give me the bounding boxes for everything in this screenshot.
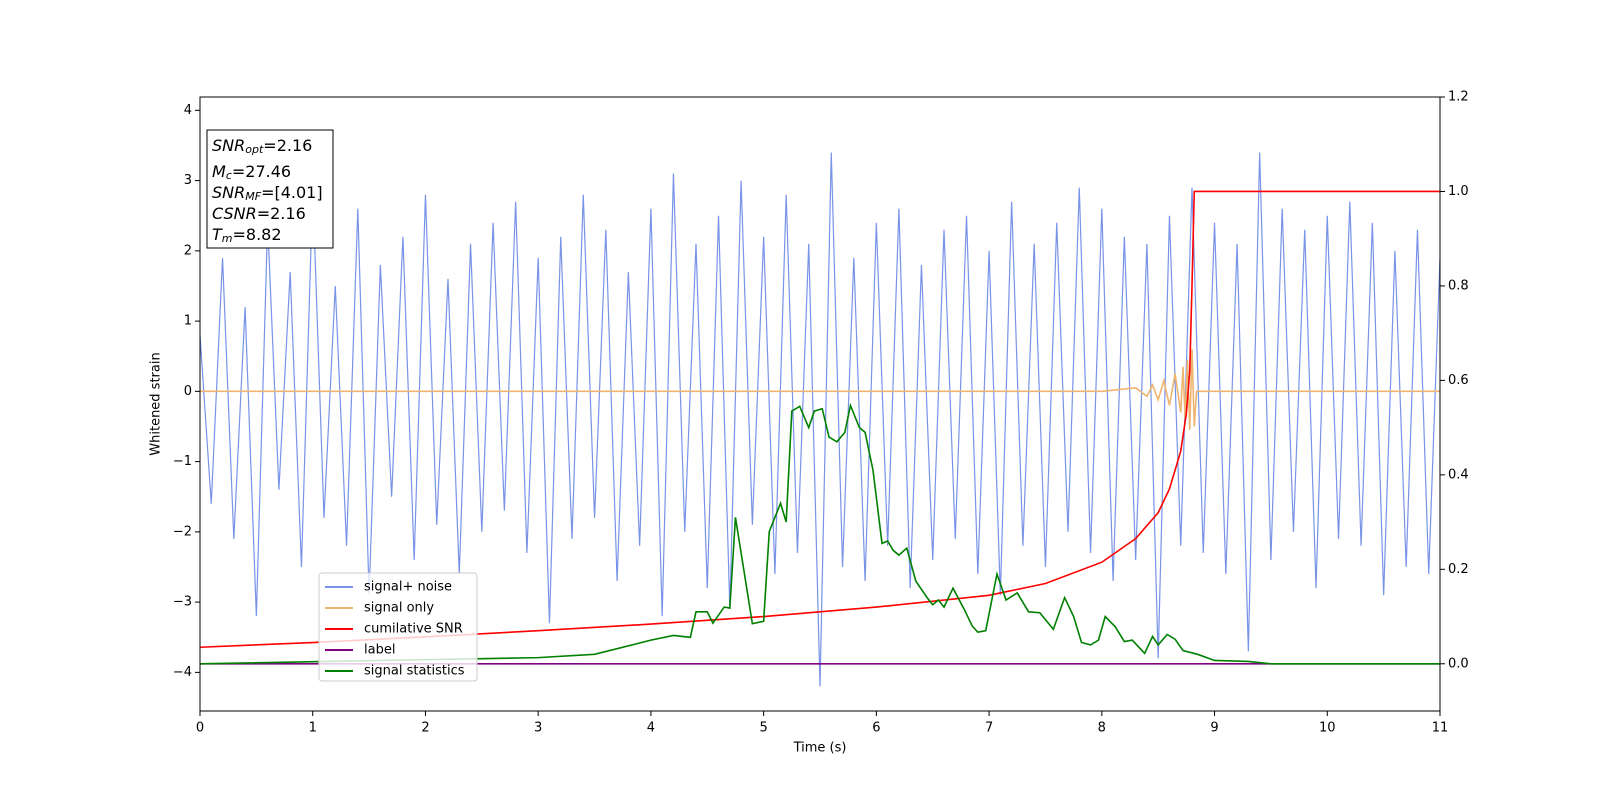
legend: signal+ noise signal only cumilative SNR la… [318,572,478,682]
legend-label: signal only [364,601,434,616]
series-line [200,402,1440,665]
annotation-rest: =8.82 [233,225,282,244]
y2-tick-label: 0.6 [1448,373,1469,388]
x-tick-label: 4 [647,721,655,736]
legend-label: cumilative SNR [364,622,463,637]
x-tick-label: 8 [1098,721,1106,736]
y-tick-label: −3 [173,595,192,610]
y-tick-label: 3 [184,173,192,188]
annotation: SNRopt=2.16 [212,136,312,157]
annotation-base: SNR [212,183,245,202]
legend-label: signal statistics [364,664,465,679]
annotation-base: M [212,162,226,181]
y2-tick-label: 1.2 [1448,90,1469,105]
x-axis-label: Time (s) [793,741,847,756]
annotation-base: T [212,225,223,244]
annotation-box: SNRopt=2.16Mc=27.46SNRMF=[4.01]CSNR=2.16… [206,129,334,249]
annotation-frame [206,129,334,249]
x-tick-label: 6 [872,721,880,736]
plot-frame [199,96,1441,712]
annotation: CSNR=2.16 [212,204,306,223]
x-tick-label: 1 [309,721,317,736]
series-line [200,190,1440,649]
legend-label: label [364,643,395,658]
annotation-sub: c [226,169,232,182]
annotation-rest: =[4.01] [261,183,323,202]
x-tick-label: 9 [1210,721,1218,736]
series-line [200,349,1440,431]
annotation-rest: =2.16 [257,204,306,223]
y-tick-label: 2 [184,243,192,258]
y-tick-label: −1 [173,454,192,469]
y-tick-label: 4 [184,103,192,118]
legend-frame [318,572,478,682]
x-tick-label: 3 [534,721,542,736]
x-tick-label: 11 [1432,721,1449,736]
annotation-sub: opt [245,143,264,156]
y-axis-label: Whitened strain [149,352,164,455]
y2-tick-label: 0.8 [1448,278,1469,293]
x-tick-label: 2 [421,721,429,736]
y-tick-label: −4 [173,665,192,680]
annotation-rest: =2.16 [263,136,312,155]
x-tick-label: 10 [1319,721,1336,736]
y-tick-label: 1 [184,314,192,329]
x-tick-label: 5 [759,721,767,736]
x-tick-label: 7 [985,721,993,736]
annotation: Tm=8.82 [212,225,282,246]
annotation-base: CSNR [212,204,257,223]
annotation-sub: MF [245,190,261,203]
annotation: SNRMF=[4.01] [212,183,323,204]
y-tick-label: 0 [184,384,192,399]
annotation: Mc=27.46 [212,162,291,183]
annotation-base: SNR [212,136,245,155]
y2-tick-label: 0.4 [1448,467,1469,482]
y2-tick-label: 1.0 [1448,184,1469,199]
annotation-rest: =27.46 [232,162,291,181]
series-line [200,152,1440,687]
y2-tick-label: 0.0 [1448,656,1469,671]
annotation-sub: m [222,232,233,245]
y2-tick-label: 0.2 [1448,562,1469,577]
y-tick-label: −2 [173,524,192,539]
legend-label: signal+ noise [364,580,452,595]
x-tick-label: 0 [196,721,204,736]
